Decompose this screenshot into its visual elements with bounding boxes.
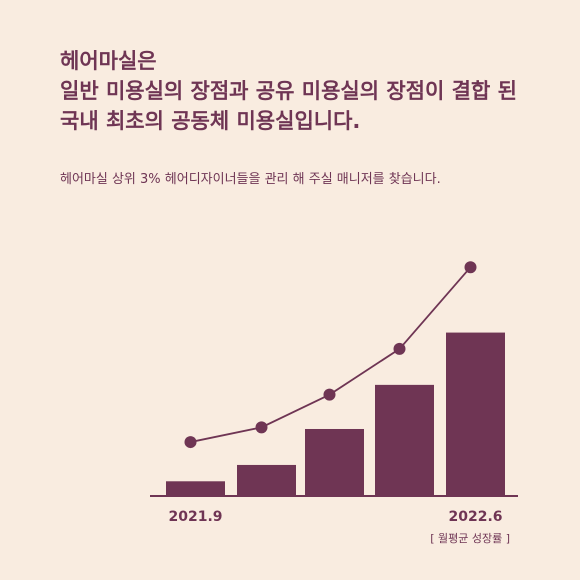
bar [375,384,434,496]
bar [166,481,225,496]
trend-point [184,436,197,449]
chart-note: [ 월평균 성장률 ] [430,532,510,545]
headline-line-1: 헤어마실은 [60,49,157,73]
headline: 헤어마실은 일반 미용실의 장점과 공유 미용실의 장점이 결합 된 국내 최초… [60,46,560,136]
x-tick-labels: 2021.9 2022.6 [168,509,502,525]
x-tick-label: 2021.9 [168,509,222,525]
bar [237,464,296,496]
bar-group [166,332,505,496]
trend-point [255,421,268,434]
headline-line-2: 일반 미용실의 장점과 공유 미용실의 장점이 결합 된 [60,79,517,103]
trend-point [393,342,406,355]
bar [446,332,505,496]
trend-point [323,388,336,401]
headline-line-3: 국내 최초의 공동체 미용실입니다. [60,109,361,133]
trend-points [184,261,477,449]
subtitle: 헤어마실 상위 3% 헤어디자이너들을 관리 해 주실 매니저를 찾습니다. [60,172,441,187]
bar [305,428,364,496]
x-tick-label: 2022.6 [448,509,502,525]
trend-point [464,261,477,274]
